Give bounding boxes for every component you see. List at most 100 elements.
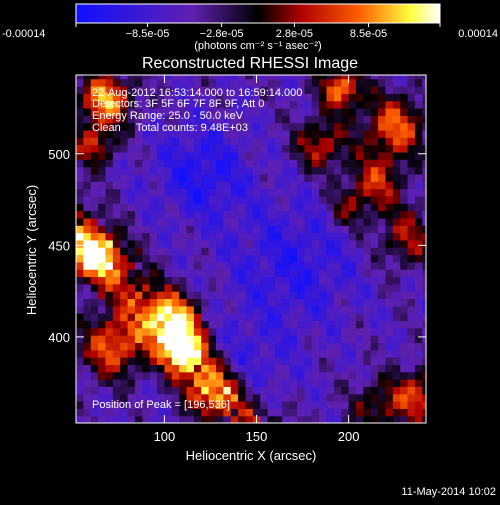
heatmap-cell [90,342,99,351]
heatmap-cell [76,78,84,87]
heatmap-cell [341,107,350,116]
heatmap-cell [105,210,114,219]
heatmap-cell [385,151,394,160]
heatmap-cell [289,188,298,197]
heatmap-cell [171,357,180,365]
heatmap-cell [252,386,261,395]
heatmap-cell [186,195,195,204]
heatmap-cell [223,393,232,402]
x-tick-label: 100 [154,429,176,444]
heatmap-cell [356,393,364,402]
heatmap-cell [245,137,254,146]
heatmap-cell [238,195,247,204]
heatmap-cell [90,210,99,219]
heatmap-cell [179,261,188,270]
heatmap-cell [186,415,195,423]
heatmap-cell [223,254,232,263]
heatmap-cell [392,122,401,131]
heatmap-cell [385,173,394,182]
heatmap-cell [112,371,121,380]
heatmap-cell [392,232,401,241]
heatmap-cell [134,173,143,182]
heatmap-cell [208,232,217,241]
heatmap-cell [252,313,261,322]
heatmap-cell [363,320,372,329]
heatmap-cell [297,93,306,102]
heatmap-cell [282,342,291,351]
heatmap-cell [105,75,114,80]
heatmap-cell [326,393,335,402]
heatmap-cell [304,75,313,80]
heatmap-cell [120,166,129,175]
heatmap-cell [157,159,166,168]
heatmap-cell [223,342,232,351]
heatmap-cell [319,100,328,109]
heatmap-cell [76,217,84,226]
heatmap-cell [186,247,195,256]
heatmap-cell [341,283,350,292]
heatmap-cell [83,247,92,256]
heatmap-cell [90,393,99,402]
heatmap-cell [363,173,372,182]
heatmap-cell [407,203,416,212]
heatmap-cell [311,415,320,423]
heatmap-cell [230,364,239,373]
heatmap-cell [186,159,195,168]
heatmap-cell [230,386,239,395]
heatmap-cell [127,254,136,263]
heatmap-cell [134,85,143,94]
heatmap-cell [326,408,335,417]
heatmap-cell [370,327,379,336]
heatmap-cell [385,159,394,168]
heatmap-cell [385,305,394,314]
heatmap-cell [326,283,335,292]
heatmap-cell [105,107,114,116]
heatmap-cell [252,393,261,402]
heatmap-cell [120,122,129,131]
heatmap-cell [385,291,394,300]
heatmap-cell [274,115,283,124]
heatmap-cell [311,364,320,373]
heatmap-cell [319,122,328,131]
heatmap-cell [274,276,283,285]
heatmap-cell [385,254,394,263]
heatmap-cell [127,239,136,248]
heatmap-cell [392,313,401,322]
heatmap-cell [134,283,143,292]
colorbar-tick-label: -0.00014 [2,28,45,40]
heatmap-cell [370,298,379,307]
heatmap-cell [392,401,401,409]
heatmap-cell [223,247,232,256]
heatmap-cell [223,188,232,197]
heatmap-cell [319,78,328,87]
heatmap-cell [208,371,217,380]
heatmap-cell [422,115,426,124]
heatmap-cell [179,181,188,190]
heatmap-cell [142,327,151,336]
heatmap-cell [378,195,387,204]
heatmap-cell [392,357,401,365]
heatmap-cell [400,393,409,402]
heatmap-cell [90,107,99,116]
heatmap-cell [83,159,92,168]
heatmap-cell [400,151,409,160]
heatmap-cell [282,327,291,336]
heatmap-cell [392,254,401,263]
heatmap-cell [414,401,423,409]
heatmap-cell [356,151,364,160]
heatmap-cell [120,408,129,417]
heatmap-cell [149,107,158,116]
heatmap-cell [216,203,224,212]
heatmap-cell [230,166,239,175]
heatmap-cell [363,364,372,373]
heatmap-cell [134,151,143,160]
heatmap-cell [282,137,291,146]
heatmap-cell [223,159,232,168]
heatmap-cell [186,181,195,190]
heatmap-cell [171,93,180,102]
heatmap-cell [274,379,283,387]
heatmap-cell [370,415,379,423]
heatmap-cell [378,357,387,365]
heatmap-cell [282,93,291,102]
heatmap-cell [245,217,254,226]
